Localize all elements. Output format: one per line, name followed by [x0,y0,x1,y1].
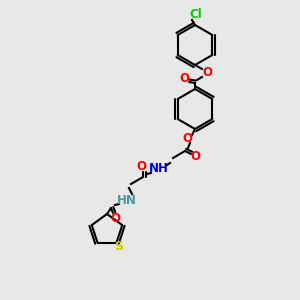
Text: S: S [114,240,123,254]
Text: O: O [136,160,146,173]
Text: O: O [110,212,120,224]
Text: O: O [202,67,212,80]
Text: O: O [190,151,200,164]
Text: Cl: Cl [190,8,202,22]
Text: O: O [182,133,192,146]
Text: O: O [179,73,189,85]
Text: HN: HN [117,194,137,206]
Text: NH: NH [149,163,169,176]
